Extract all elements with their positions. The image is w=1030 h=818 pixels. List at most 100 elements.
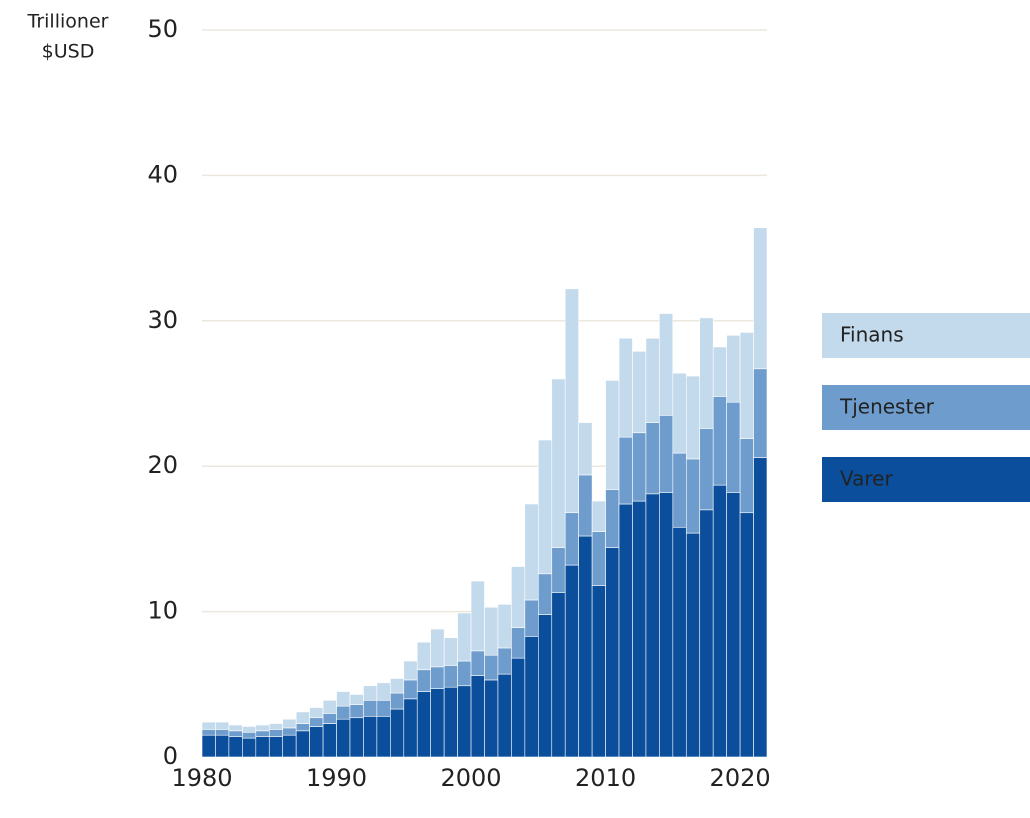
bar-segment	[295, 730, 310, 758]
legend-label: Varer	[840, 467, 893, 491]
bar-segment	[443, 637, 458, 666]
bar-segment	[255, 724, 270, 732]
bar-segment	[564, 564, 579, 758]
bar-segment	[551, 378, 566, 548]
bar-segment	[309, 726, 324, 758]
bar-segment	[524, 599, 539, 637]
bar-segment	[605, 380, 620, 490]
bar-segment	[443, 686, 458, 758]
legend-swatch	[822, 313, 1030, 358]
bar-segment	[645, 337, 660, 423]
bar-segment	[497, 647, 512, 675]
bar-segment	[753, 227, 768, 370]
x-tick-label: 2010	[575, 764, 636, 792]
x-tick-label: 2020	[710, 764, 771, 792]
bar-segment	[645, 493, 660, 758]
bar-segment	[268, 729, 284, 737]
bar-segment	[457, 612, 472, 662]
bar-segment	[618, 337, 633, 438]
bar-segment	[430, 628, 445, 668]
bar-segment	[363, 685, 378, 701]
bar-segment	[430, 688, 445, 758]
bar-segment	[712, 396, 727, 486]
bar-segment	[739, 512, 754, 758]
bar-segment	[659, 415, 674, 493]
bar-segment	[376, 699, 391, 717]
bar-segment	[497, 673, 512, 758]
bar-segment	[605, 489, 620, 548]
bar-segment	[578, 535, 593, 758]
bar-segment	[403, 698, 418, 758]
bar-segment	[497, 604, 512, 649]
bar-segment	[403, 660, 418, 681]
bar-segment	[538, 614, 553, 758]
bar-segment	[685, 532, 701, 758]
bar-segment	[524, 636, 539, 758]
bar-segment	[242, 726, 257, 733]
bar-segment	[699, 428, 714, 511]
bar-segment	[416, 691, 431, 758]
bar-segment	[201, 729, 216, 736]
bar-segment	[551, 592, 566, 758]
bar-segment	[349, 694, 364, 705]
bar-segment	[564, 288, 579, 514]
bar-segment	[349, 717, 364, 758]
bar-segment	[457, 660, 472, 687]
y-tick-label: 50	[147, 15, 178, 43]
bar-segment	[376, 715, 391, 758]
bar-segment	[349, 704, 364, 719]
bar-segment	[484, 606, 499, 656]
bar-segment	[282, 727, 297, 736]
bar-segment	[416, 641, 431, 671]
bar-segment	[484, 654, 499, 681]
bar-segment	[511, 566, 526, 628]
bar-segment	[591, 531, 606, 586]
y-tick-label: 40	[147, 160, 178, 188]
bar-segment	[632, 432, 647, 502]
bar-segment	[726, 335, 741, 403]
bar-segment	[712, 484, 727, 758]
bar-segment	[255, 736, 270, 758]
legend-label: Tjenester	[839, 395, 935, 419]
y-tick-label: 20	[147, 451, 178, 479]
bar-segment	[699, 509, 714, 758]
bar-segment	[753, 368, 768, 458]
bar-segment	[215, 729, 230, 736]
bar-segment	[470, 580, 485, 652]
bar-segment	[390, 678, 405, 694]
bar-segment	[524, 503, 539, 601]
bar-segment	[726, 401, 741, 493]
bar-segment	[739, 438, 754, 514]
bar-segment	[336, 718, 351, 758]
bar-segment	[228, 724, 243, 732]
legend-swatch	[822, 385, 1030, 430]
bar-segment	[255, 730, 270, 737]
bar-segment	[551, 547, 566, 593]
x-tick-label: 2000	[441, 764, 502, 792]
bar-segment	[672, 372, 687, 454]
bar-segment	[282, 734, 297, 758]
bar-segment	[228, 736, 243, 758]
bar-segment	[511, 657, 526, 758]
bar-segment	[430, 666, 445, 689]
bar-segment	[685, 375, 701, 460]
bar-segment	[201, 721, 216, 730]
bar-segment	[685, 458, 701, 534]
bar-segment	[443, 665, 458, 688]
bar-segment	[228, 730, 243, 737]
y-tick-label: 30	[147, 306, 178, 334]
bar-segment	[645, 422, 660, 495]
bar-segment	[336, 691, 351, 707]
bar-segment	[363, 699, 378, 717]
bar-segment	[618, 436, 633, 505]
bar-segment	[659, 492, 674, 758]
bar-segment	[403, 679, 418, 700]
y-axis-label: Trillioner	[27, 11, 109, 33]
bar-segment	[309, 707, 324, 719]
bar-segment	[242, 737, 257, 758]
bar-segment	[309, 717, 324, 727]
bar-segment	[564, 512, 579, 566]
bar-segment	[739, 332, 754, 439]
bar-segment	[470, 650, 485, 676]
